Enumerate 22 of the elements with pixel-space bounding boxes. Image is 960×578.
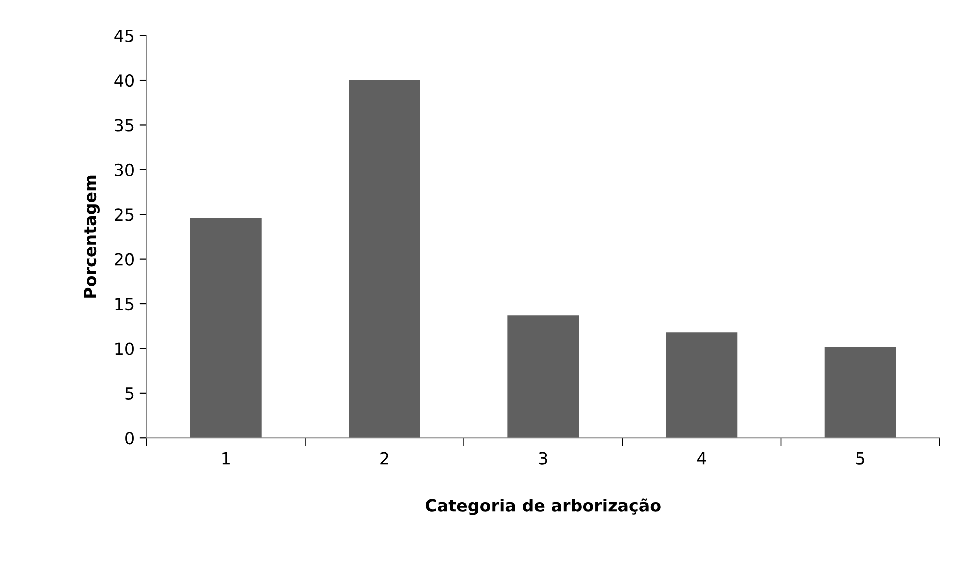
y-tick-label: 30 bbox=[115, 164, 134, 176]
bar bbox=[190, 218, 262, 438]
y-tick-label: 40 bbox=[114, 74, 134, 88]
x-tick-label: 5 bbox=[856, 452, 864, 465]
y-tick-label: 15 bbox=[116, 298, 134, 311]
x-axis-title: Categoria de arborização bbox=[426, 498, 661, 516]
bar bbox=[508, 316, 580, 438]
y-tick-label: 0 bbox=[126, 432, 134, 445]
x-tick-label: 4 bbox=[697, 452, 706, 465]
y-axis-title: Porcentagem bbox=[84, 176, 100, 298]
y-tick-label: 5 bbox=[126, 388, 134, 400]
bar bbox=[824, 346, 896, 438]
x-tick-label: 1 bbox=[222, 452, 230, 465]
y-tick-label: 20 bbox=[115, 253, 134, 266]
y-tick-label: 10 bbox=[116, 342, 134, 356]
x-tick-label: 2 bbox=[380, 452, 388, 465]
y-tick-label: 35 bbox=[115, 119, 134, 132]
x-tick-label: 3 bbox=[539, 452, 548, 465]
y-tick-label: 25 bbox=[115, 208, 134, 222]
bar bbox=[349, 80, 420, 438]
bar bbox=[666, 332, 738, 438]
y-tick-label: 45 bbox=[114, 30, 134, 42]
